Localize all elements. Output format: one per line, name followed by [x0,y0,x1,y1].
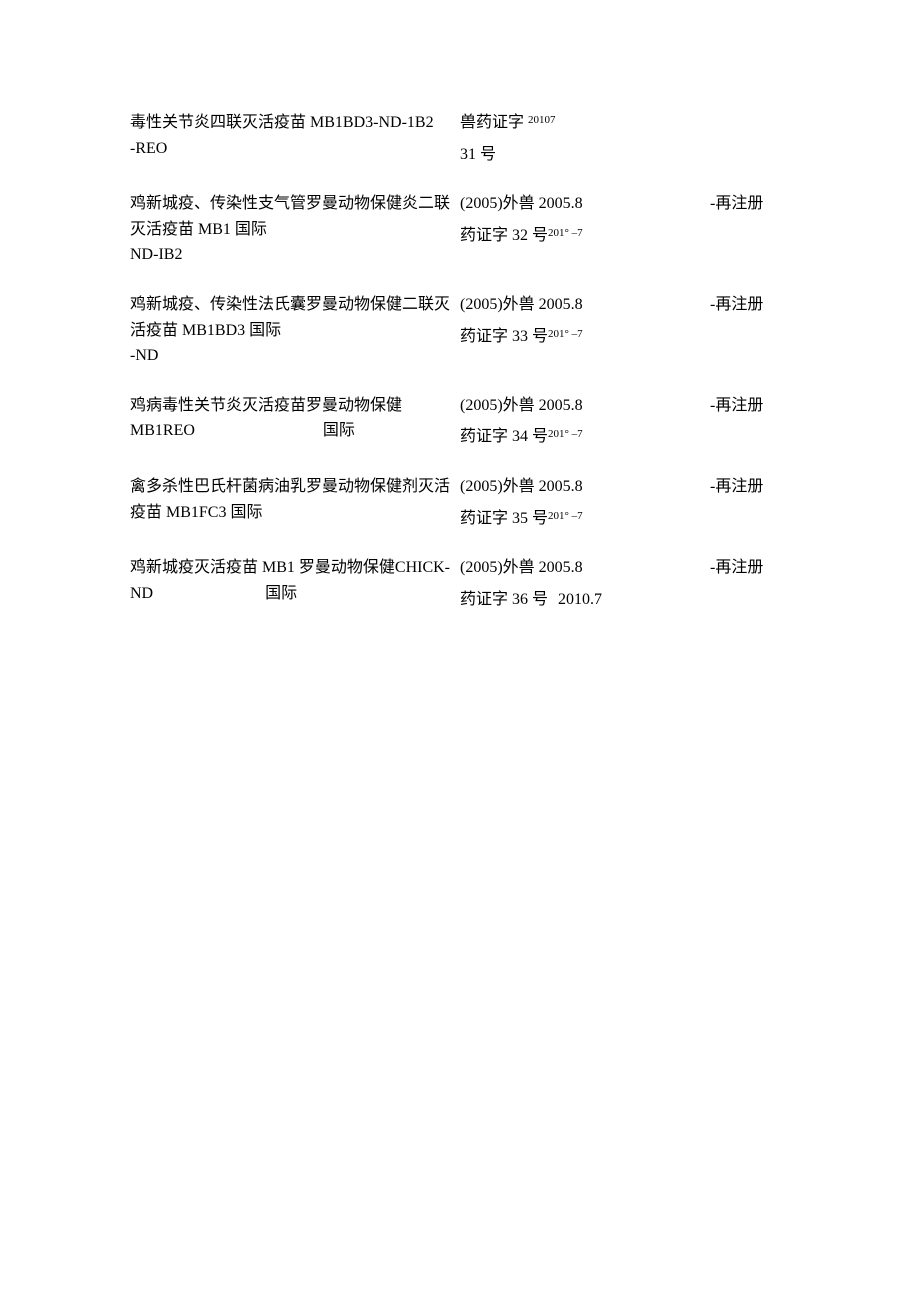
product-line1: 鸡新城疫、传染性法氏囊罗曼动物保健二联灭活疫苗 MB1BD3 国际 [130,292,450,343]
cert-line2-text: 药证字 32 号 [460,223,548,249]
cert-line2-text: 药证字 35 号 [460,506,548,532]
cert-line1-text: (2005)外兽 2005.8 [460,559,583,576]
cell-cert: (2005)外兽 2005.8 药证字 34 号 201° –7 [460,393,710,450]
document-page: 毒性关节炎四联灭活疫苗 MB1BD3-ND-1B2 -REO 兽药证字 2010… [0,0,920,1301]
cert-line1: 兽药证字 20107 [460,110,710,136]
cert-line1: (2005)外兽 2005.8 [460,393,710,419]
product-line1: 鸡病毒性关节炎灭活疫苗罗曼动物保健MB1REO 国际 [130,393,450,444]
cert-line1-text: (2005)外兽 2005.8 [460,478,583,495]
cert-line2: 药证字 34 号 201° –7 [460,424,710,450]
cert-line2: 药证字 36 号 2010.7 [460,587,710,613]
cert-line1-sup: 20107 [528,114,556,126]
product-line1: 毒性关节炎四联灭活疫苗 MB1BD3-ND-1B2 [130,110,450,136]
cell-cert: 兽药证字 20107 31 号 [460,110,710,167]
product-line1: 禽多杀性巴氏杆菌病油乳罗曼动物保健剂灭活疫苗 MB1FC3 国际 [130,474,450,525]
cell-status: -再注册 [710,191,800,268]
cell-cert: (2005)外兽 2005.8 药证字 32 号 201° –7 [460,191,710,268]
cert-line2-text: 药证字 33 号 [460,324,548,350]
cert-line1: (2005)外兽 2005.8 [460,292,710,318]
cell-cert: (2005)外兽 2005.8 药证字 36 号 2010.7 [460,555,710,612]
cert-line2-sup: 201° –7 [548,508,583,526]
cert-line2: 31 号 [460,142,710,168]
product-line1: 鸡新城疫、传染性支气管罗曼动物保健炎二联灭活疫苗 MB1 国际 [130,191,450,242]
cert-line1-text: (2005)外兽 2005.8 [460,195,583,212]
cell-product: 禽多杀性巴氏杆菌病油乳罗曼动物保健剂灭活疫苗 MB1FC3 国际 [130,474,460,531]
cell-product: 毒性关节炎四联灭活疫苗 MB1BD3-ND-1B2 -REO [130,110,460,167]
product-line2: -REO [130,136,450,162]
cert-line2-sup: 201° –7 [548,326,583,344]
cell-status: -再注册 [710,292,800,369]
table-row: 鸡病毒性关节炎灭活疫苗罗曼动物保健MB1REO 国际 (2005)外兽 2005… [130,393,800,450]
table-row: 鸡新城疫灭活疫苗 MB1 罗曼动物保健CHICK-ND 国际 (2005)外兽 … [130,555,800,612]
cert-line2-sup: 201° –7 [548,426,583,444]
table-row: 鸡新城疫、传染性法氏囊罗曼动物保健二联灭活疫苗 MB1BD3 国际 -ND (2… [130,292,800,369]
cell-cert: (2005)外兽 2005.8 药证字 35 号 201° –7 [460,474,710,531]
cell-product: 鸡新城疫、传染性法氏囊罗曼动物保健二联灭活疫苗 MB1BD3 国际 -ND [130,292,460,369]
cert-line2-text: 31 号 [460,142,496,168]
cell-product: 鸡新城疫灭活疫苗 MB1 罗曼动物保健CHICK-ND 国际 [130,555,460,612]
cert-line1: (2005)外兽 2005.8 [460,555,710,581]
cert-line2: 药证字 32 号 201° –7 [460,223,710,249]
cert-line1-text: 兽药证字 [460,114,528,131]
cell-status: -再注册 [710,474,800,531]
product-line1: 鸡新城疫灭活疫苗 MB1 罗曼动物保健CHICK-ND 国际 [130,555,450,606]
cert-line2-text: 药证字 34 号 [460,424,548,450]
cert-line2: 药证字 35 号 201° –7 [460,506,710,532]
cell-product: 鸡新城疫、传染性支气管罗曼动物保健炎二联灭活疫苗 MB1 国际 ND-IB2 [130,191,460,268]
cert-line1-text: (2005)外兽 2005.8 [460,296,583,313]
cert-line1-text: (2005)外兽 2005.8 [460,397,583,414]
table-row: 毒性关节炎四联灭活疫苗 MB1BD3-ND-1B2 -REO 兽药证字 2010… [130,110,800,167]
cell-status [710,110,800,167]
cell-status: -再注册 [710,555,800,612]
cert-line2-after: 2010.7 [558,587,602,613]
cert-line2-sup: 201° –7 [548,225,583,243]
product-line2: -ND [130,343,450,369]
table-row: 鸡新城疫、传染性支气管罗曼动物保健炎二联灭活疫苗 MB1 国际 ND-IB2 (… [130,191,800,268]
cert-line1: (2005)外兽 2005.8 [460,474,710,500]
cell-cert: (2005)外兽 2005.8 药证字 33 号 201° –7 [460,292,710,369]
cert-line1: (2005)外兽 2005.8 [460,191,710,217]
table-row: 禽多杀性巴氏杆菌病油乳罗曼动物保健剂灭活疫苗 MB1FC3 国际 (2005)外… [130,474,800,531]
cell-product: 鸡病毒性关节炎灭活疫苗罗曼动物保健MB1REO 国际 [130,393,460,450]
cert-line2-text: 药证字 36 号 [460,587,548,613]
cell-status: -再注册 [710,393,800,450]
cert-line2: 药证字 33 号 201° –7 [460,324,710,350]
product-line2: ND-IB2 [130,242,450,268]
